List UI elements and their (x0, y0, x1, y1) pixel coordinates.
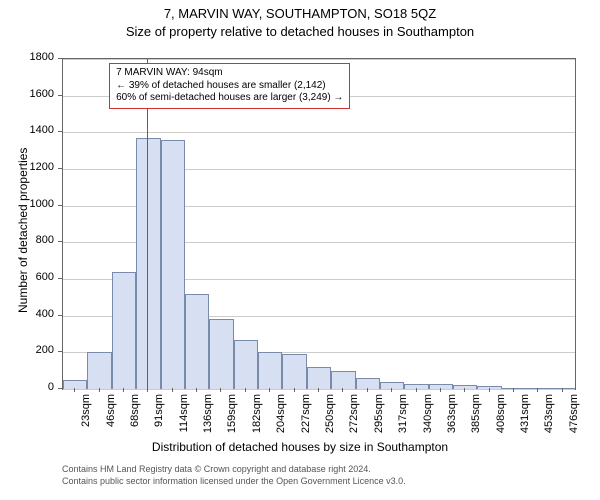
xtick-mark (220, 388, 221, 392)
histogram-bar (307, 367, 331, 389)
xtick-label: 431sqm (519, 394, 531, 444)
histogram-bar (209, 319, 233, 389)
ytick-label: 1600 (0, 88, 54, 100)
histogram-bar (87, 352, 111, 389)
histogram-bar (356, 378, 380, 389)
xtick-label: 272sqm (348, 394, 360, 444)
histogram-bar (453, 385, 477, 389)
xtick-label: 114sqm (178, 394, 190, 444)
xtick-label: 385sqm (470, 394, 482, 444)
annotation-line: 60% of semi-detached houses are larger (… (116, 92, 343, 105)
xtick-label: 476sqm (568, 394, 580, 444)
ytick-mark (58, 131, 62, 132)
xtick-label: 295sqm (373, 394, 385, 444)
reference-line (147, 59, 148, 389)
xtick-label: 23sqm (80, 394, 92, 444)
xtick-label: 453sqm (543, 394, 555, 444)
xtick-mark (99, 388, 100, 392)
xtick-mark (196, 388, 197, 392)
xtick-mark (391, 388, 392, 392)
ytick-label: 600 (0, 271, 54, 283)
histogram-bar (526, 388, 550, 389)
histogram-bar (551, 388, 575, 389)
xtick-mark (367, 388, 368, 392)
xtick-label: 250sqm (324, 394, 336, 444)
chart-container: { "chart": { "type": "histogram", "title… (0, 0, 600, 500)
ytick-mark (58, 95, 62, 96)
xtick-mark (342, 388, 343, 392)
xtick-label: 136sqm (202, 394, 214, 444)
ytick-mark (58, 388, 62, 389)
ytick-mark (58, 278, 62, 279)
annotation-line: ← 39% of detached houses are smaller (2,… (116, 80, 343, 93)
xtick-label: 363sqm (446, 394, 458, 444)
ytick-mark (58, 205, 62, 206)
xtick-mark (269, 388, 270, 392)
xtick-mark (74, 388, 75, 392)
xtick-mark (294, 388, 295, 392)
xtick-label: 408sqm (495, 394, 507, 444)
ytick-label: 1800 (0, 51, 54, 63)
xtick-mark (172, 388, 173, 392)
xtick-label: 227sqm (300, 394, 312, 444)
ytick-label: 400 (0, 308, 54, 320)
xtick-label: 340sqm (422, 394, 434, 444)
histogram-bar (429, 384, 453, 389)
ytick-label: 1400 (0, 124, 54, 136)
grid-line (63, 389, 575, 390)
histogram-bar (234, 340, 258, 390)
ytick-mark (58, 168, 62, 169)
xtick-mark (513, 388, 514, 392)
xtick-label: 317sqm (397, 394, 409, 444)
xtick-mark (147, 388, 148, 392)
xtick-mark (489, 388, 490, 392)
chart-title-main: 7, MARVIN WAY, SOUTHAMPTON, SO18 5QZ (0, 6, 600, 21)
xtick-label: 91sqm (153, 394, 165, 444)
histogram-bar (258, 352, 282, 389)
ytick-label: 1000 (0, 198, 54, 210)
histogram-bar (185, 294, 209, 389)
xtick-label: 182sqm (251, 394, 263, 444)
ytick-label: 1200 (0, 161, 54, 173)
xtick-mark (416, 388, 417, 392)
ytick-mark (58, 351, 62, 352)
xtick-mark (562, 388, 563, 392)
histogram-bar (477, 386, 501, 389)
xtick-mark (245, 388, 246, 392)
histogram-bar (161, 140, 185, 389)
ytick-label: 800 (0, 234, 54, 246)
grid-line (63, 132, 575, 133)
ytick-label: 200 (0, 344, 54, 356)
ytick-mark (58, 241, 62, 242)
histogram-bar (331, 371, 355, 389)
chart-title-sub: Size of property relative to detached ho… (0, 24, 600, 39)
xtick-mark (123, 388, 124, 392)
xtick-mark (537, 388, 538, 392)
footer-line-1: Contains HM Land Registry data © Crown c… (62, 464, 371, 474)
ytick-mark (58, 315, 62, 316)
histogram-bar (136, 138, 160, 389)
histogram-bar (404, 384, 428, 390)
xtick-mark (440, 388, 441, 392)
histogram-bar (112, 272, 136, 389)
xtick-label: 159sqm (226, 394, 238, 444)
footer-line-2: Contains public sector information licen… (62, 476, 406, 486)
ytick-label: 0 (0, 381, 54, 393)
xtick-mark (464, 388, 465, 392)
grid-line (63, 59, 575, 60)
xtick-mark (318, 388, 319, 392)
xtick-label: 204sqm (275, 394, 287, 444)
annotation-box: 7 MARVIN WAY: 94sqm← 39% of detached hou… (109, 63, 350, 109)
plot-area: 7 MARVIN WAY: 94sqm← 39% of detached hou… (62, 58, 576, 390)
xtick-label: 46sqm (105, 394, 117, 444)
xtick-label: 68sqm (129, 394, 141, 444)
histogram-bar (63, 380, 87, 389)
ytick-mark (58, 58, 62, 59)
annotation-line: 7 MARVIN WAY: 94sqm (116, 67, 343, 80)
histogram-bar (282, 354, 306, 389)
